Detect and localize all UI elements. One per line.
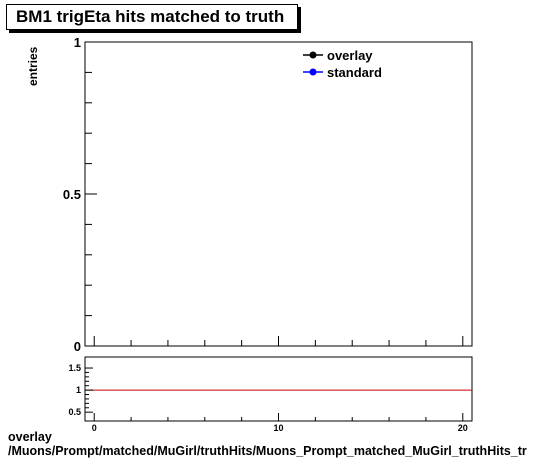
legend-marker-overlay xyxy=(309,51,317,59)
ratio-plot-border xyxy=(84,356,473,422)
chart-title-box: BM1 trigEta hits matched to truth xyxy=(6,4,298,30)
ratio-y-tick-label: 1.5 xyxy=(68,363,81,373)
y-tick-label: 1 xyxy=(74,35,81,50)
ratio-plot-ticks xyxy=(85,367,464,421)
main-plot-frame xyxy=(84,41,473,347)
ratio-x-tick-label: 0 xyxy=(92,423,97,433)
ratio-y-tick-label: 0.5 xyxy=(68,407,81,417)
ratio-y-tick-label: 1 xyxy=(76,385,81,395)
ratio-x-tick-label: 20 xyxy=(458,423,468,433)
main-plot-ticks xyxy=(85,41,464,347)
y-tick-label: 0 xyxy=(74,339,81,354)
legend-label-standard: standard xyxy=(327,65,382,80)
legend-label-overlay: overlay xyxy=(327,48,373,63)
y-axis-label: entries xyxy=(26,46,40,86)
legend-marker-standard xyxy=(309,68,317,76)
footer-path: /Muons/Prompt/matched/MuGirl/truthHits/M… xyxy=(8,444,527,458)
y-tick-label: 0.5 xyxy=(63,187,81,202)
ratio-plot-frame xyxy=(84,356,473,422)
legend: overlay standard xyxy=(303,48,382,80)
main-plot-labels: 0 0.5 1 entries xyxy=(26,35,81,354)
footer-label: overlay xyxy=(8,430,52,444)
ratio-plot-labels: 0.5 1 1.5 0 10 20 xyxy=(68,363,467,433)
chart-title: BM1 trigEta hits matched to truth xyxy=(16,7,285,26)
ratio-x-tick-label: 10 xyxy=(273,423,283,433)
main-plot-border xyxy=(84,41,473,347)
